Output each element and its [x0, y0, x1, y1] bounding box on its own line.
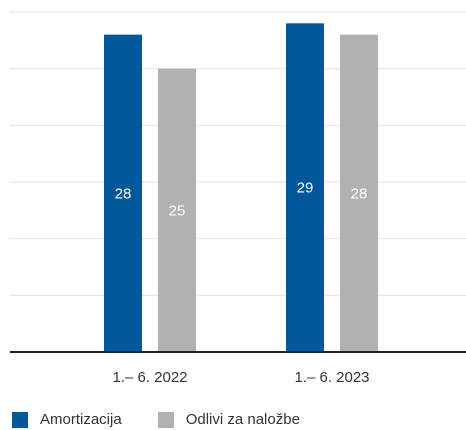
bar-value-label: 28 [351, 185, 368, 202]
legend-item-amortizacija: Amortizacija [12, 411, 122, 428]
x-tick-label: 1.– 6. 2023 [294, 369, 369, 386]
bars [104, 23, 378, 353]
legend-item-odlivi-za-nalozbe: Odlivi za naložbe [157, 411, 300, 428]
legend: Amortizacija Odlivi za naložbe [12, 411, 336, 428]
bar [340, 34, 378, 353]
bar [104, 34, 142, 353]
bar-chart: 28 25 29 28 1.– 6. 2022 1.– 6. 2023 [10, 11, 466, 386]
legend-label: Odlivi za naložbe [185, 411, 300, 428]
bar-labels: 28 25 29 28 [115, 180, 368, 220]
bar [286, 23, 324, 352]
legend-swatch [12, 411, 28, 428]
gridlines [10, 11, 466, 296]
legend-swatch [157, 411, 174, 428]
bar-value-label: 29 [297, 180, 314, 197]
bar [158, 68, 196, 353]
bar-value-label: 25 [169, 202, 186, 219]
bar-value-label: 28 [115, 185, 132, 202]
x-tick-labels: 1.– 6. 2022 1.– 6. 2023 [112, 369, 369, 386]
legend-label: Amortizacija [40, 411, 122, 428]
x-tick-label: 1.– 6. 2022 [112, 369, 187, 386]
